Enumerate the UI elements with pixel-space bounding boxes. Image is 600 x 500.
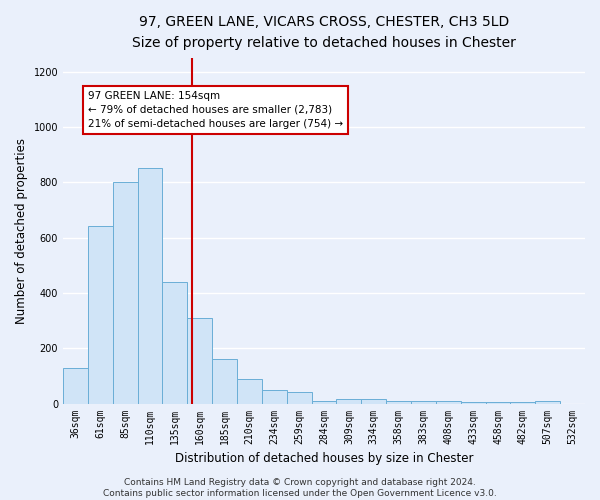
Y-axis label: Number of detached properties: Number of detached properties <box>15 138 28 324</box>
Bar <box>511 402 535 404</box>
Bar <box>311 401 337 404</box>
Bar <box>436 401 461 404</box>
Bar <box>461 402 485 404</box>
Bar <box>163 282 187 404</box>
Bar <box>361 400 386 404</box>
Bar <box>212 360 237 404</box>
Bar <box>113 182 137 404</box>
Bar <box>237 378 262 404</box>
Bar <box>137 168 163 404</box>
Title: 97, GREEN LANE, VICARS CROSS, CHESTER, CH3 5LD
Size of property relative to deta: 97, GREEN LANE, VICARS CROSS, CHESTER, C… <box>132 15 516 50</box>
Bar <box>535 401 560 404</box>
Bar <box>63 368 88 404</box>
Bar <box>485 402 511 404</box>
Text: Contains HM Land Registry data © Crown copyright and database right 2024.
Contai: Contains HM Land Registry data © Crown c… <box>103 478 497 498</box>
Bar <box>187 318 212 404</box>
Bar <box>386 401 411 404</box>
X-axis label: Distribution of detached houses by size in Chester: Distribution of detached houses by size … <box>175 452 473 465</box>
Text: 97 GREEN LANE: 154sqm
← 79% of detached houses are smaller (2,783)
21% of semi-d: 97 GREEN LANE: 154sqm ← 79% of detached … <box>88 91 343 129</box>
Bar <box>337 400 361 404</box>
Bar <box>262 390 287 404</box>
Bar <box>88 226 113 404</box>
Bar <box>287 392 311 404</box>
Bar <box>411 401 436 404</box>
